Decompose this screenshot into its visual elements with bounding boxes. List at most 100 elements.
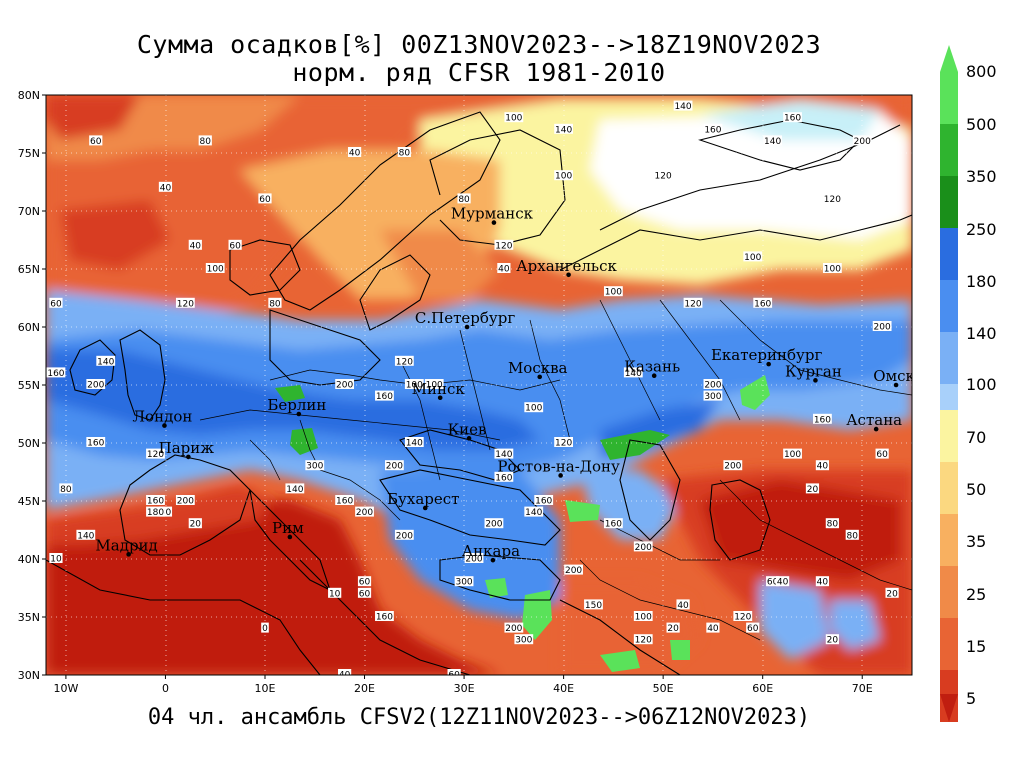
contour-label: 120 <box>635 636 652 646</box>
precip-field <box>46 95 912 675</box>
contour-label: 140 <box>77 531 94 541</box>
contour-label: 80 <box>827 520 839 530</box>
city-label: Мадрид <box>95 536 157 554</box>
lat-tick-label: 35N <box>18 611 40 624</box>
colorbar-bottom-arrow <box>940 694 958 722</box>
gridlines <box>46 95 912 675</box>
city-dot <box>873 426 879 432</box>
colorbar-label: 100 <box>966 375 997 394</box>
contour-label: 200 <box>396 531 413 541</box>
colorbar-segment <box>940 124 958 176</box>
contour-label: 160 <box>784 114 801 124</box>
colorbar-label: 15 <box>966 637 986 656</box>
contour-label: 120 <box>147 450 164 460</box>
heavy-precip-patches <box>275 375 770 672</box>
lat-tick-label: 40N <box>18 553 40 566</box>
contour-label-bg <box>584 599 603 610</box>
lon-tick-label: 60E <box>752 682 773 695</box>
contour-label-bg <box>534 495 554 505</box>
contour-label: 100 <box>426 381 443 391</box>
contour-label-bg <box>603 286 623 297</box>
contour-label-bg <box>633 634 653 645</box>
contour-label-bg <box>683 297 703 308</box>
contour-label-bg <box>494 239 514 250</box>
contour-label: 60 <box>229 241 241 251</box>
city-label: Киев <box>448 420 487 438</box>
colorbar-label: 500 <box>966 115 997 134</box>
city-label: Омск <box>873 367 915 385</box>
city-label: Мурманск <box>451 205 534 223</box>
contour-label-bg <box>743 251 763 262</box>
contour-label-bg <box>822 193 842 204</box>
contour-label-bg <box>357 576 372 587</box>
city-label: Минск <box>412 380 466 398</box>
contour-label: 200 <box>336 381 353 391</box>
lon-tick-label: 0 <box>162 682 169 695</box>
contour-label: 200 <box>635 543 652 553</box>
contour-label-bg <box>633 541 653 552</box>
contour-label: 60 <box>876 450 888 460</box>
colorbar-segment <box>940 176 958 228</box>
contour-label-bg <box>258 193 272 204</box>
contour-label-bg <box>783 448 802 459</box>
city-label: Астана <box>846 411 902 429</box>
contour-label-bg <box>89 135 103 146</box>
contour-label: 120 <box>495 241 512 251</box>
city-dot <box>813 378 818 383</box>
contour-label-bg <box>76 529 96 540</box>
city-dot <box>893 382 899 388</box>
contour-label-bg <box>885 587 899 598</box>
lon-tick-label: 70E <box>852 682 873 695</box>
contour-label-bg <box>347 147 362 157</box>
city-dot <box>464 324 470 330</box>
contour-label: 160 <box>754 299 771 309</box>
contour-labels: 60 40 80 60 40 80 100 140 140 160 160 200 140 120 100 1… <box>46 100 899 675</box>
contour-label: 100 <box>525 404 542 414</box>
contour-label: 160 <box>376 392 393 402</box>
contour-label-bg <box>146 506 165 517</box>
contour-label: 80 <box>458 195 470 205</box>
lat-tick-label: 65N <box>18 263 40 276</box>
city-label: Москва <box>508 359 568 377</box>
contour-label-bg <box>494 448 514 459</box>
contour-label: 140 <box>625 369 642 379</box>
contour-label-bg <box>825 634 839 645</box>
contour-label: 160 <box>704 125 721 135</box>
city-label: Екатеринбург <box>711 346 822 364</box>
contour-label-bg <box>59 483 73 494</box>
contour-label: 160 <box>336 497 353 507</box>
colorbar-segment <box>940 410 958 462</box>
contour-label: 40 <box>160 183 172 193</box>
city-label: Рим <box>272 519 304 537</box>
colorbar-segment <box>940 618 958 670</box>
lat-tick-label: 30N <box>18 669 40 682</box>
contour-label-bg <box>188 239 202 250</box>
contour-label: 60 <box>767 578 779 588</box>
contour-label: 20 <box>827 636 839 646</box>
contour-label-bg <box>268 297 282 308</box>
country-borders <box>199 299 912 641</box>
city-label: Анкара <box>462 542 520 560</box>
city-dot <box>162 423 167 428</box>
contour-label-bg <box>766 576 780 587</box>
contour-label-bg <box>96 355 116 366</box>
contour-label: 40 <box>817 578 829 588</box>
ensemble-footer: 04 чл. ансамбль CFSV2(12Z11NOV2023-->06Z… <box>147 705 811 730</box>
city-label: Париж <box>159 439 215 457</box>
contour-label-bg <box>205 263 225 273</box>
contour-label: 300 <box>306 462 323 472</box>
contour-label-bg <box>872 321 892 331</box>
lon-tick-label: 50E <box>653 682 674 695</box>
contour-label-bg <box>285 483 305 494</box>
colorbar-segment <box>940 514 958 566</box>
contour-label: 80 <box>269 299 281 309</box>
contour-label: 140 <box>525 508 542 518</box>
contour-label-bg <box>845 529 859 540</box>
city-dot <box>566 272 571 278</box>
city-dot <box>466 436 472 441</box>
city-dot <box>437 395 443 401</box>
city-dot <box>287 534 293 540</box>
contour-label: 300 <box>704 392 721 402</box>
colorbar-label: 140 <box>966 324 997 343</box>
